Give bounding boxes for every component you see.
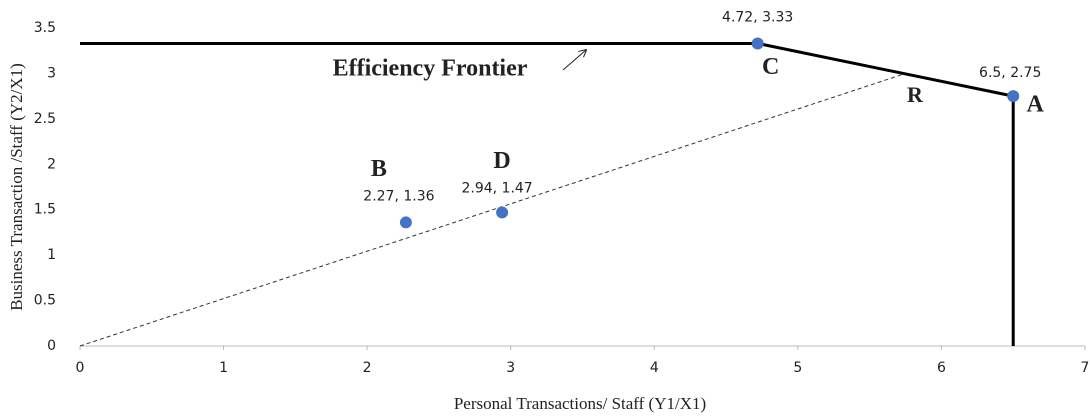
y-tick-label: 1.5 (34, 202, 56, 218)
y-tick-label: 1 (47, 247, 56, 263)
point-name: D (493, 148, 510, 174)
x-axis-title: Personal Transactions/ Staff (Y1/X1) (454, 394, 706, 413)
x-tick-label: 0 (76, 360, 85, 376)
y-tick-label: 0.5 (34, 293, 56, 309)
x-tick-label: 7 (1081, 360, 1090, 376)
point (496, 206, 509, 219)
value-label: 4.72, 3.33 (722, 9, 793, 25)
point-name: C (762, 54, 779, 80)
point-name: A (1027, 92, 1045, 118)
x-tick-label: 3 (506, 360, 515, 376)
x-tick-label: 6 (937, 360, 946, 376)
y-tick-label: 0 (47, 338, 56, 354)
y-tick-label: 2.5 (34, 111, 56, 127)
y-tick-label: 3 (47, 65, 56, 81)
ray-label: R (907, 82, 924, 107)
x-tick-label: 2 (363, 360, 372, 376)
x-tick-label: 4 (650, 360, 659, 376)
x-tick-label: 1 (219, 360, 228, 376)
frontier-arrow (562, 50, 586, 71)
y-tick-label: 2 (47, 156, 56, 172)
point (1007, 90, 1020, 103)
point (751, 37, 764, 50)
value-label: 6.5, 2.75 (979, 65, 1041, 81)
ray-line (79, 72, 906, 347)
value-label: 2.27, 1.36 (363, 188, 434, 204)
point-name: B (371, 156, 387, 182)
y-tick-label: 3.5 (34, 20, 56, 36)
y-axis-title: Business Transaction /Staff (Y2/X1) (7, 63, 26, 311)
value-label: 2.94, 1.47 (461, 180, 532, 196)
point (399, 216, 412, 229)
frontier-line (80, 41, 1015, 346)
x-tick-label: 5 (793, 360, 802, 376)
frontier-label: Efficiency Frontier (333, 56, 528, 82)
